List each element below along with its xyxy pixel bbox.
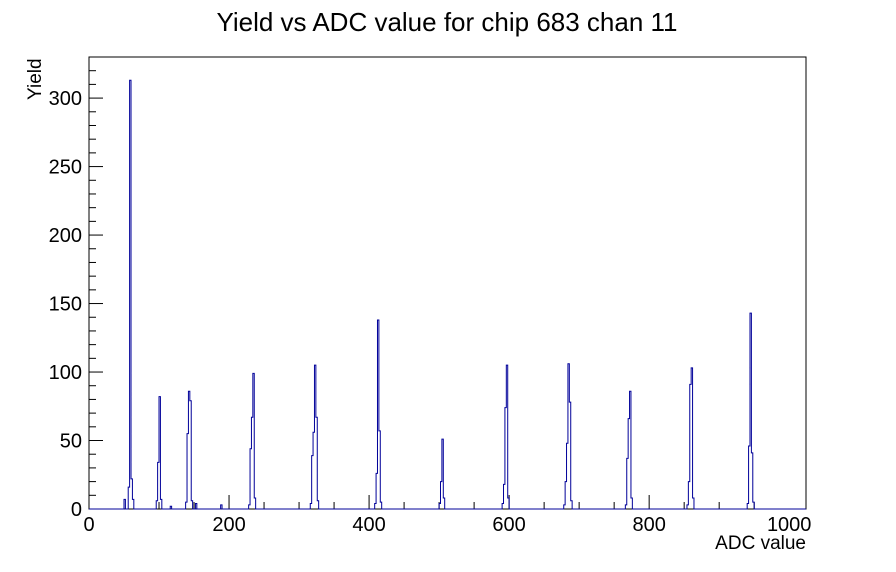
y-tick-label: 300 — [49, 88, 82, 110]
x-tick-label: 0 — [83, 514, 94, 536]
x-tick-label: 800 — [632, 514, 665, 536]
y-tick-label: 50 — [60, 431, 82, 453]
x-tick-label: 600 — [492, 514, 525, 536]
y-tick-label: 100 — [49, 362, 82, 384]
plot-frame — [88, 56, 807, 510]
x-tick-label: 200 — [212, 514, 245, 536]
y-tick-label: 200 — [49, 225, 82, 247]
y-tick-label: 250 — [49, 157, 82, 179]
histogram-line — [89, 79, 806, 510]
y-tick-label: 150 — [49, 294, 82, 316]
x-tick-label: 1000 — [767, 514, 812, 536]
y-axis-title: Yield — [25, 58, 46, 100]
y-tick-label: 0 — [71, 499, 82, 521]
axis-ticks — [88, 70, 755, 510]
chart-title: Yield vs ADC value for chip 683 chan 11 — [216, 7, 677, 37]
axis-tick-labels: 0 200 400 600 800 1000 0 50 100 150 200 250 300 — [49, 88, 812, 536]
x-tick-label: 400 — [352, 514, 385, 536]
x-axis-title: ADC value — [715, 533, 806, 554]
